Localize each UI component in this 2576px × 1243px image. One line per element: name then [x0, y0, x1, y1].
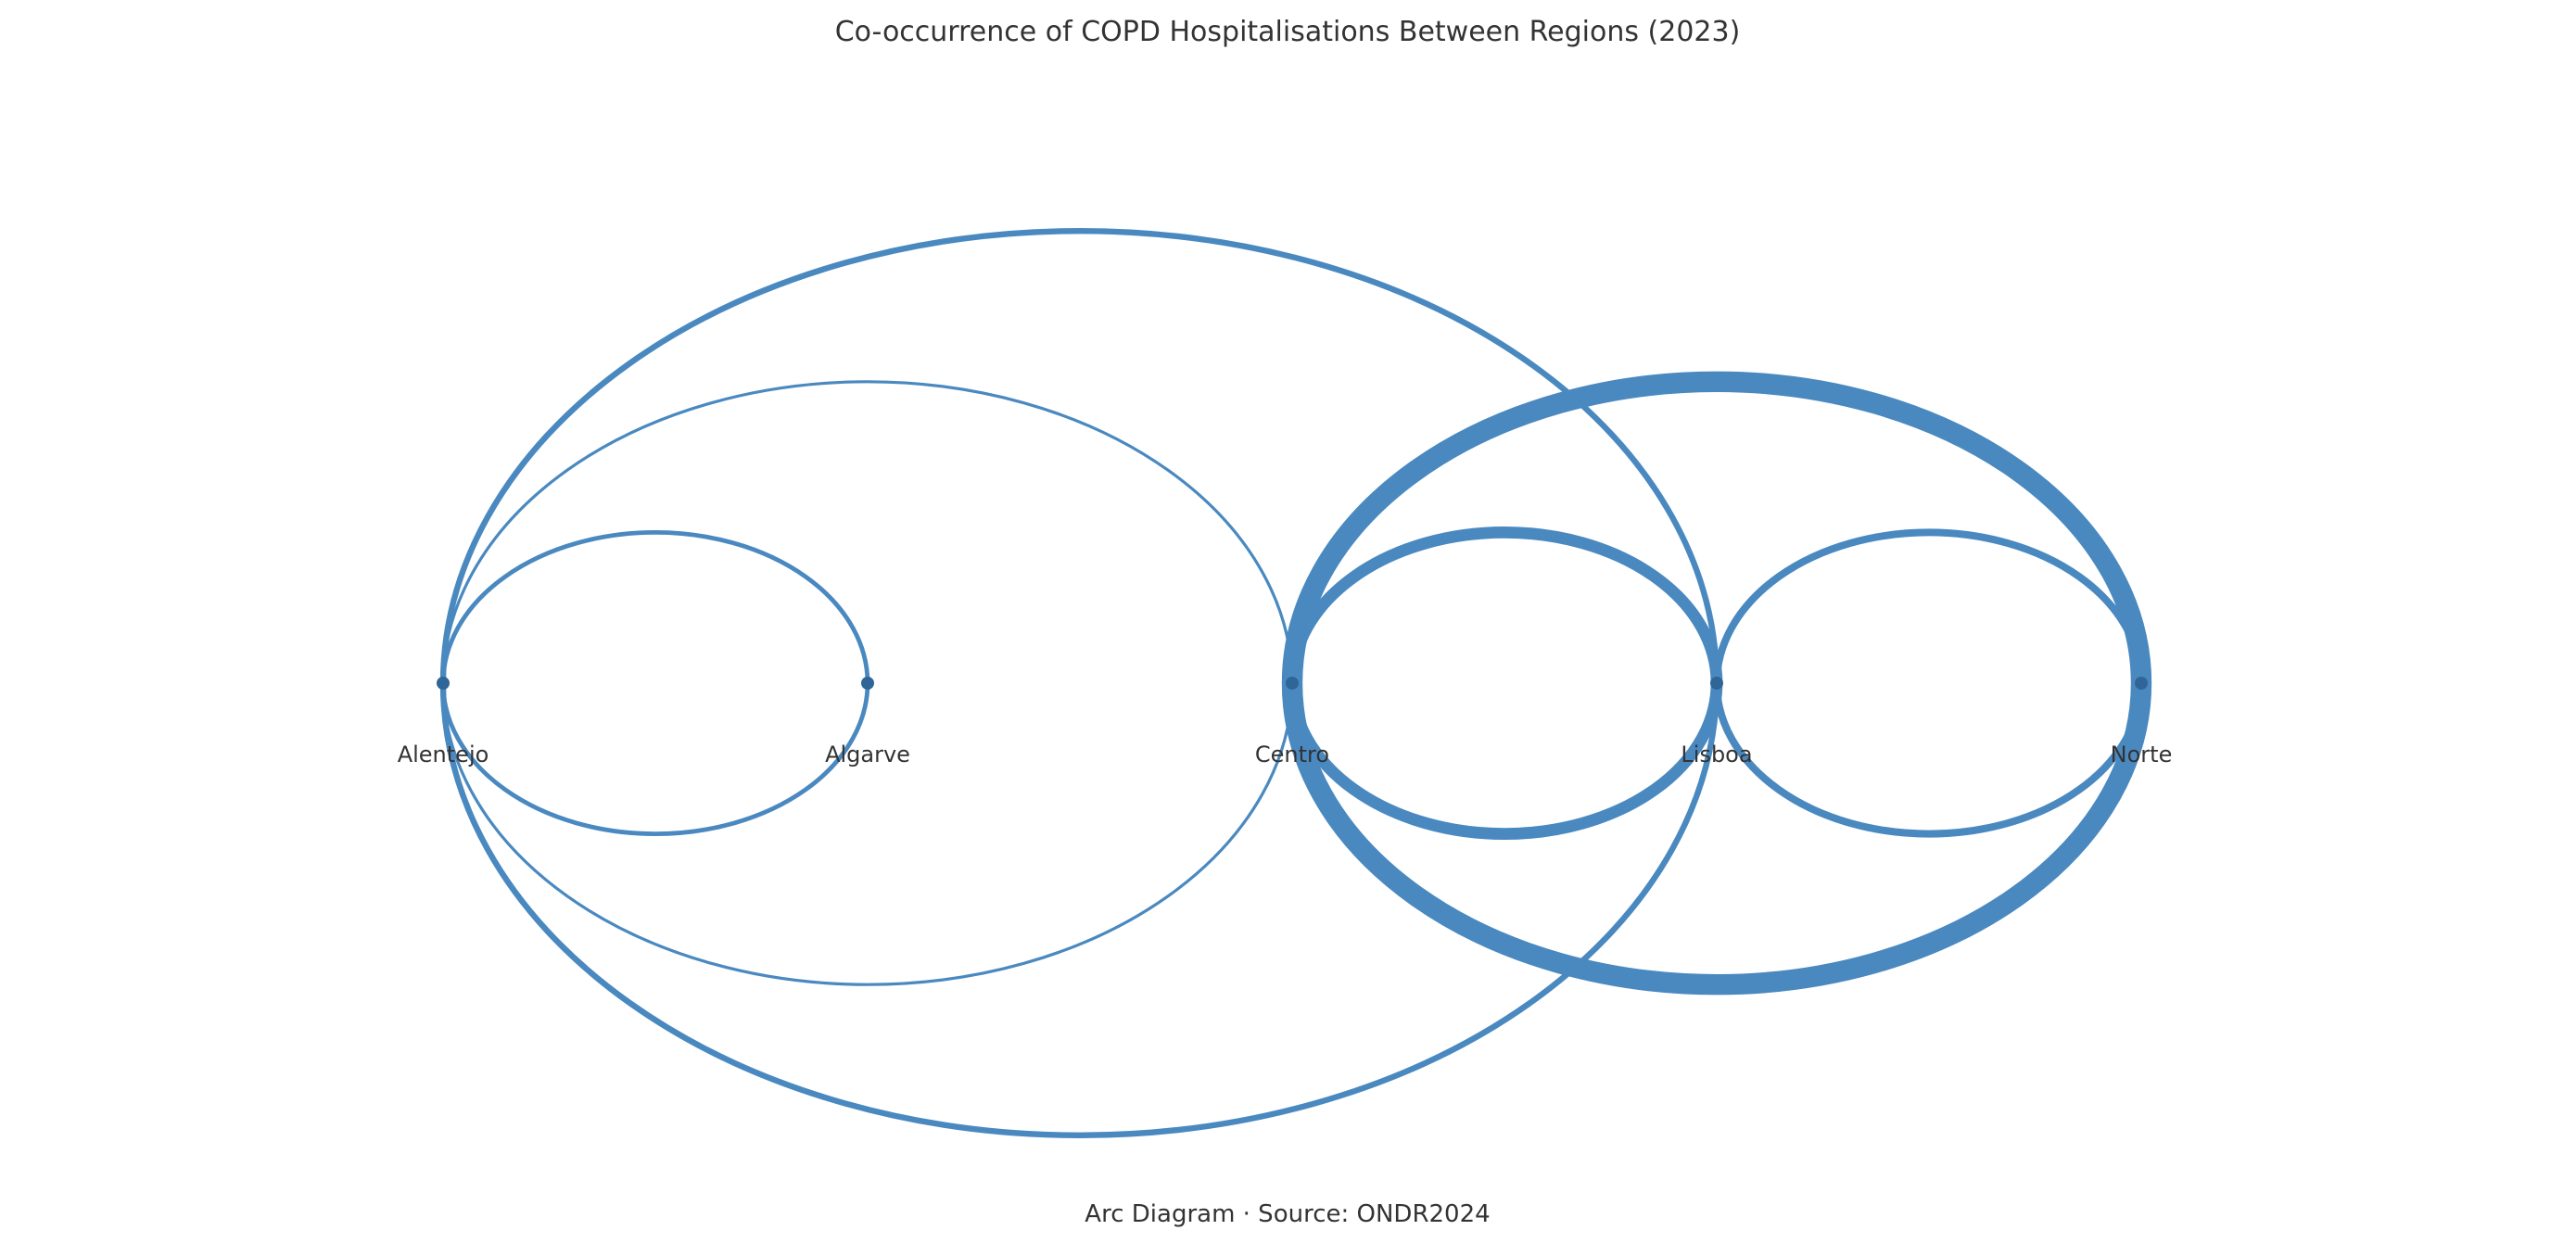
diagram-caption: Arc Diagram · Source: ONDR2024: [1085, 1200, 1490, 1228]
node-label-alentejo: Alentejo: [398, 742, 489, 767]
node-label-lisboa: Lisboa: [1681, 742, 1752, 767]
node-label-algarve: Algarve: [825, 742, 910, 767]
edge-centro-lisboa: [1286, 526, 1723, 840]
node-centro: [1286, 677, 1299, 690]
node-label-centro: Centro: [1255, 742, 1329, 767]
node-lisboa: [1710, 677, 1723, 690]
node-labels: Alentejo Algarve Centro Lisboa Norte: [398, 742, 2173, 767]
node-alentejo: [437, 677, 450, 690]
edge-lisboa-norte: [1713, 528, 2145, 838]
edge-alentejo-algarve: [440, 530, 870, 836]
node-label-norte: Norte: [2111, 742, 2173, 767]
node-norte: [2135, 677, 2148, 690]
diagram-title: Co-occurrence of COPD Hospitalisations B…: [835, 16, 1741, 48]
edge-alentejo-lisboa: [439, 228, 1720, 1138]
nodes: [437, 677, 2148, 690]
node-algarve: [861, 677, 874, 690]
